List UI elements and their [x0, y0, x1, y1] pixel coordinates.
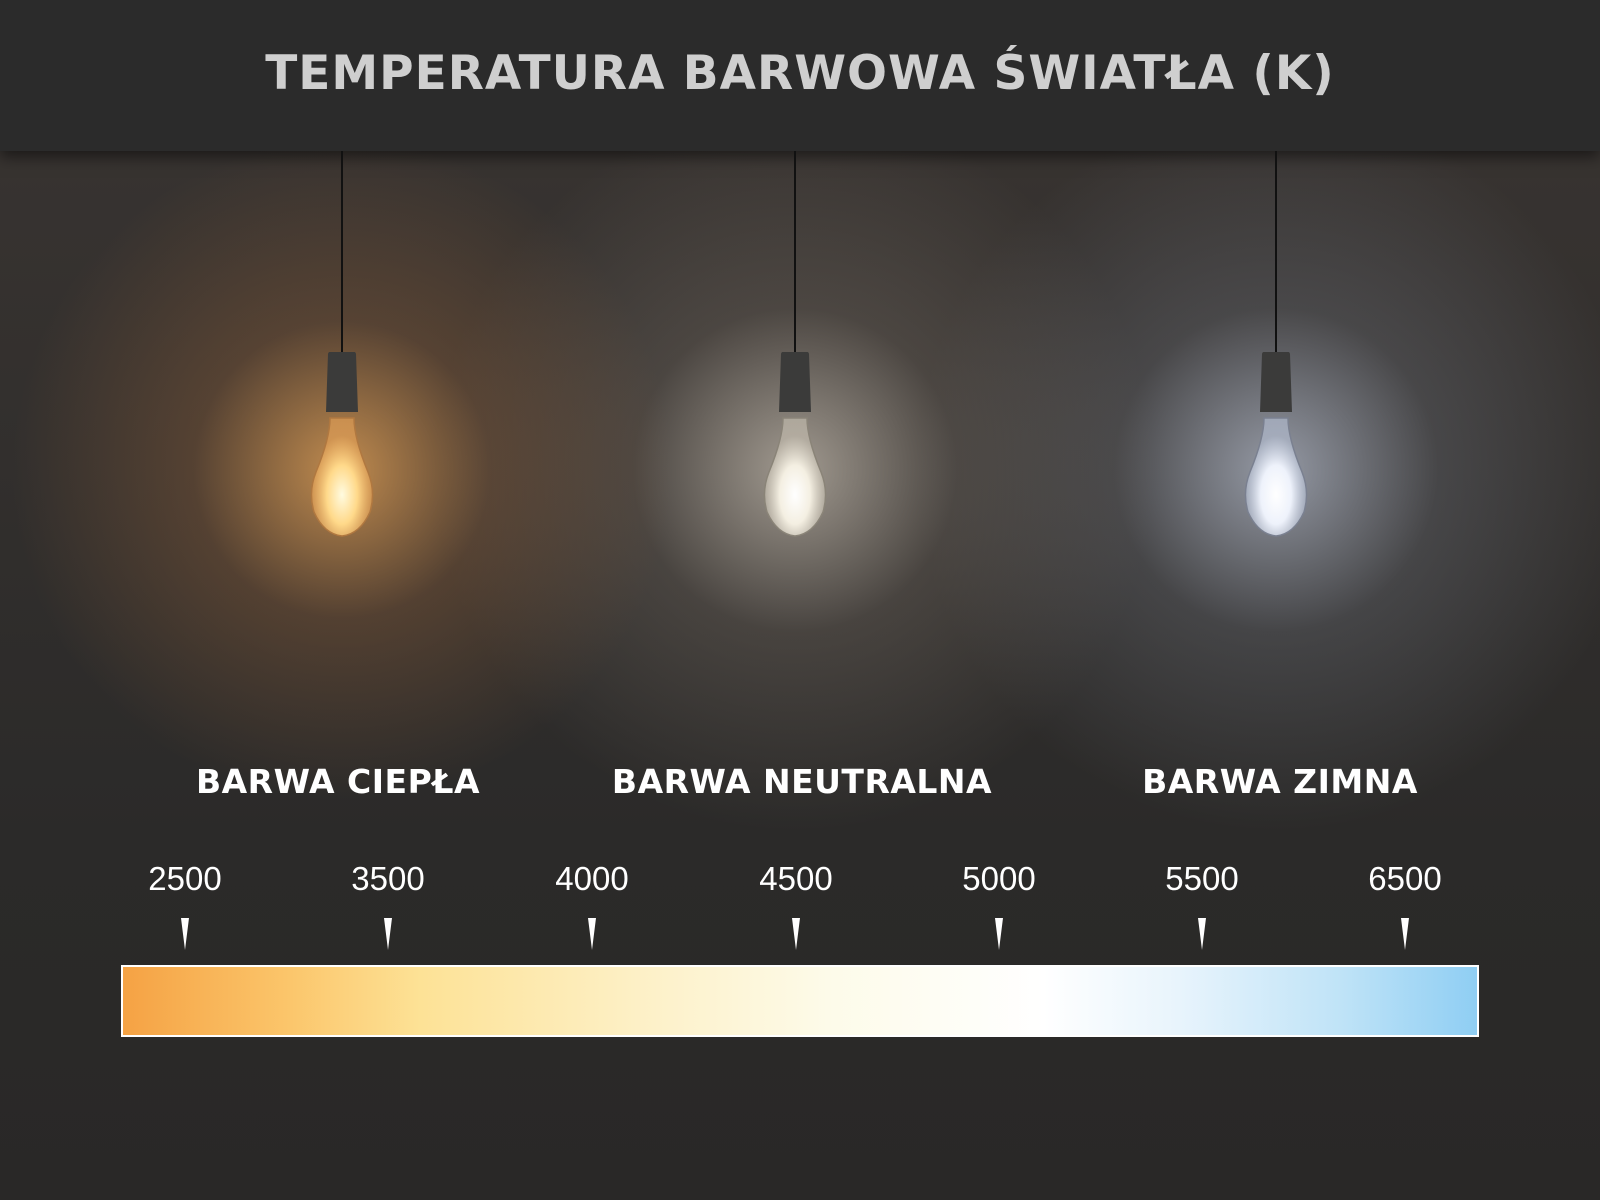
tick-marker	[181, 918, 189, 950]
tick-label: 4000	[555, 860, 629, 897]
tick-marker	[995, 918, 1003, 950]
tick-marker	[1198, 918, 1206, 950]
tick-label: 5500	[1165, 860, 1239, 897]
color-temperature-gradient-bar	[121, 965, 1479, 1037]
tick-label: 5000	[962, 860, 1036, 897]
cord	[794, 151, 796, 356]
tick-label: 6500	[1368, 860, 1442, 897]
cord	[341, 151, 343, 356]
category-label-neutral: BARWA NEUTRALNA	[611, 762, 993, 801]
warm-bulb-icon	[310, 352, 374, 537]
category-label-warm: BARWA CIEPŁA	[195, 762, 481, 801]
category-label-cool: BARWA ZIMNA	[1142, 762, 1418, 801]
tick-marker	[588, 918, 596, 950]
tick-label: 2500	[148, 860, 222, 897]
tick-marker	[792, 918, 800, 950]
tick-marker	[1401, 918, 1409, 950]
tick-label: 4500	[759, 860, 833, 897]
cord	[1275, 151, 1277, 356]
cool-bulb-icon	[1244, 352, 1308, 537]
page-title: TEMPERATURA BARWOWA ŚWIATŁA (K)	[265, 46, 1335, 101]
header-bar: TEMPERATURA BARWOWA ŚWIATŁA (K)	[0, 0, 1600, 151]
tick-marker	[384, 918, 392, 950]
neutral-bulb-icon	[763, 352, 827, 537]
tick-label: 3500	[351, 860, 425, 897]
